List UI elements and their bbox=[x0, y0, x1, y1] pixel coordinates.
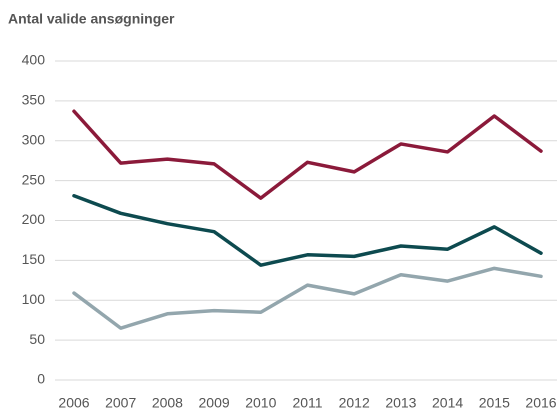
x-tick-label: 2013 bbox=[385, 395, 416, 411]
x-tick-label: 2015 bbox=[479, 395, 510, 411]
x-tick-label: 2007 bbox=[105, 395, 136, 411]
chart-title: Antal valide ansøgninger bbox=[8, 11, 175, 27]
x-tick-label: 2010 bbox=[245, 395, 276, 411]
y-tick-label: 0 bbox=[37, 371, 45, 387]
y-tick-label: 150 bbox=[22, 251, 46, 267]
y-tick-label: 100 bbox=[22, 291, 46, 307]
x-tick-label: 2014 bbox=[432, 395, 463, 411]
x-tick-label: 2012 bbox=[339, 395, 370, 411]
x-tick-label: 2009 bbox=[199, 395, 230, 411]
series-line bbox=[72, 194, 543, 267]
y-tick-label: 250 bbox=[22, 171, 46, 187]
series-line bbox=[72, 109, 543, 200]
y-tick-label: 400 bbox=[22, 52, 46, 68]
y-tick-label: 350 bbox=[22, 92, 46, 108]
series-line bbox=[72, 266, 543, 330]
y-tick-label: 50 bbox=[29, 331, 45, 347]
y-tick-label: 200 bbox=[22, 211, 46, 227]
x-tick-label: 2011 bbox=[292, 395, 322, 411]
x-tick-label: 2008 bbox=[152, 395, 183, 411]
x-tick-label: 2016 bbox=[525, 395, 556, 411]
y-tick-label: 300 bbox=[22, 131, 46, 147]
x-tick-label: 2006 bbox=[58, 395, 89, 411]
